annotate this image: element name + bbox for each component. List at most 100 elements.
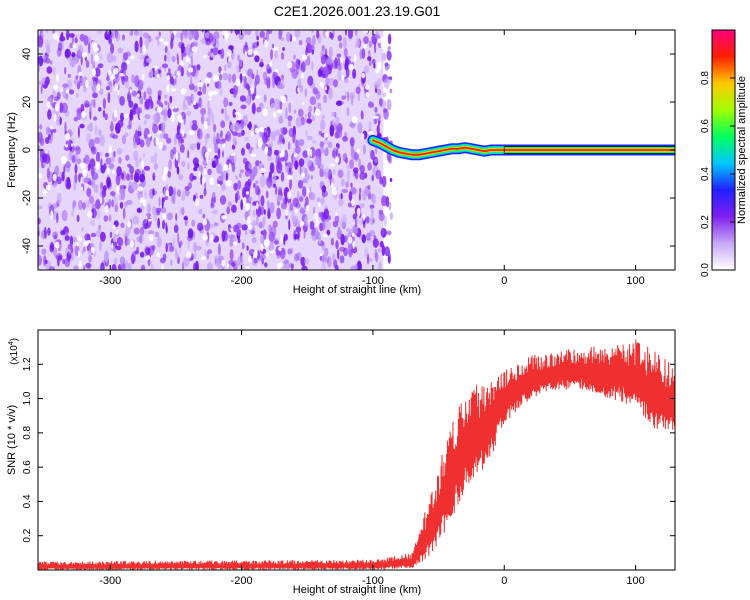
noise-blob (321, 45, 325, 52)
noise-blob (74, 164, 78, 174)
noise-blob (73, 116, 79, 122)
noise-blob (325, 77, 330, 85)
noise-gap (310, 148, 313, 158)
noise-blob (220, 108, 225, 114)
noise-blob (319, 141, 325, 148)
noise-blob (383, 78, 390, 89)
noise-blob (291, 71, 296, 78)
noise-blob (246, 245, 249, 251)
noise-gap (280, 95, 287, 103)
noise-blob (230, 30, 233, 34)
noise-blob (338, 194, 342, 199)
noise-blob (312, 34, 316, 46)
noise-blob (102, 109, 106, 118)
noise-gap (246, 216, 251, 225)
noise-blob (63, 165, 66, 174)
noise-gap (188, 67, 194, 73)
noise-gap (287, 191, 292, 200)
noise-blob (244, 181, 251, 192)
noise-blob (311, 30, 314, 34)
noise-blob (236, 228, 241, 237)
noise-blob (61, 31, 64, 37)
noise-gap (254, 127, 260, 134)
noise-blob (88, 255, 92, 263)
noise-blob (110, 121, 114, 133)
noise-blob (187, 49, 193, 59)
noise-gap (82, 168, 88, 177)
noise-blob (53, 96, 60, 102)
noise-blob (235, 222, 242, 229)
noise-blob (359, 172, 366, 180)
noise-blob (182, 189, 186, 196)
noise-blob (282, 138, 285, 145)
noise-blob (158, 124, 162, 131)
noise-blob (187, 162, 190, 170)
noise-blob (321, 73, 326, 79)
noise-blob (171, 55, 176, 63)
noise-blob (233, 182, 238, 191)
noise-gap (90, 246, 95, 254)
noise-blob (53, 66, 56, 76)
noise-blob (169, 95, 173, 104)
noise-gap (323, 233, 328, 238)
noise-blob (223, 97, 229, 108)
noise-blob (163, 94, 168, 99)
noise-gap (284, 209, 289, 216)
noise-blob (210, 197, 214, 207)
noise-blob (194, 260, 199, 270)
noise-blob (321, 185, 327, 193)
noise-blob (270, 103, 276, 108)
noise-gap (79, 162, 86, 169)
noise-blob (252, 42, 259, 49)
noise-blob (199, 194, 204, 199)
noise-blob (264, 262, 268, 268)
noise-blob (330, 32, 334, 40)
noise-blob (337, 69, 342, 82)
noise-gap (167, 75, 170, 80)
noise-blob (56, 212, 59, 224)
noise-blob (354, 264, 359, 270)
noise-blob (144, 229, 147, 235)
noise-blob (219, 85, 223, 96)
noise-blob (252, 201, 256, 206)
noise-blob (77, 126, 80, 139)
noise-gap (91, 68, 96, 77)
noise-gap (250, 131, 254, 137)
noise-blob (260, 195, 265, 207)
noise-blob (274, 240, 279, 245)
noise-blob (46, 66, 53, 74)
noise-gap (213, 74, 219, 82)
noise-blob (292, 197, 299, 208)
noise-blob (181, 160, 186, 168)
noise-gap (123, 113, 129, 119)
noise-gap (158, 38, 164, 42)
noise-blob (245, 30, 252, 36)
snr-panel: -300 -200 -100 0 100 0.2 0.4 0.6 0.8 1.0 1.2 Heig… (6, 329, 676, 596)
noise-blob (307, 135, 313, 141)
noise-blob (372, 193, 376, 205)
noise-blob (139, 251, 145, 258)
noise-blob (90, 166, 95, 177)
noise-blob (156, 100, 161, 105)
noise-blob (200, 173, 203, 185)
noise-blob (237, 54, 241, 62)
noise-blob (244, 170, 250, 177)
noise-gap (188, 130, 195, 136)
noise-blob (113, 73, 120, 84)
noise-gap (253, 250, 258, 258)
noise-blob (196, 142, 201, 151)
noise-blob (265, 190, 269, 199)
noise-blob (168, 68, 171, 73)
noise-blob (349, 137, 355, 147)
noise-blob (168, 185, 174, 197)
noise-blob (311, 161, 314, 168)
y-tick-label: -20 (21, 190, 33, 206)
noise-blob (234, 122, 240, 132)
noise-blob (120, 188, 126, 201)
noise-blob (134, 30, 140, 36)
noise-blob (43, 226, 47, 239)
noise-blob (39, 124, 43, 130)
noise-blob (197, 222, 204, 231)
y-tick-label: 0.8 (22, 425, 33, 439)
noise-blob (246, 142, 251, 150)
